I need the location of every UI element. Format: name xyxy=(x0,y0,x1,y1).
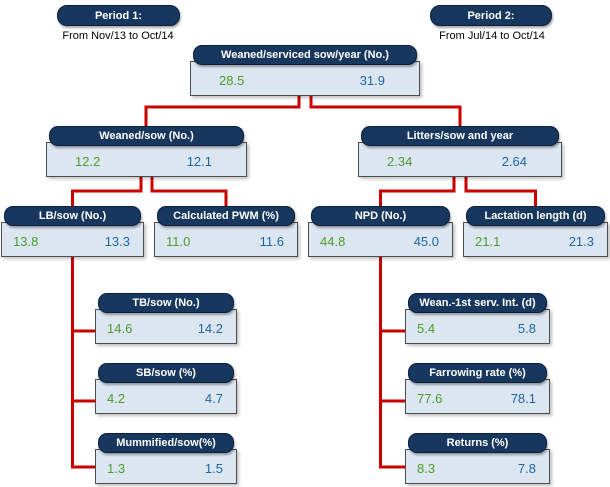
value-period2: 7.8 xyxy=(517,461,536,476)
value-period2: 1.5 xyxy=(204,461,223,476)
value-period2: 13.3 xyxy=(104,234,130,249)
value-period1: 11.0 xyxy=(166,234,191,249)
value-period1: 77.6 xyxy=(417,391,443,406)
node-title: Wean.-1st serv. Int. (d) xyxy=(408,293,547,313)
node-values: 4.2 4.7 xyxy=(95,379,237,414)
node-values: 21.1 21.3 xyxy=(463,222,608,257)
node-sb-sow: SB/sow (%) 4.2 4.7 xyxy=(95,363,237,414)
node-lactation-length: Lactation length (d) 21.1 21.3 xyxy=(463,206,608,257)
value-period2: 12.1 xyxy=(186,154,212,169)
value-period1: 44.8 xyxy=(320,234,346,249)
node-mummified-sow: Mummified/sow(%) 1.3 1.5 xyxy=(95,433,237,484)
node-values: 77.6 78.1 xyxy=(405,379,550,414)
node-values: 2.34 2.64 xyxy=(358,142,562,177)
node-tb-sow: TB/sow (No.) 14.6 14.2 xyxy=(95,293,237,344)
value-period2: 5.8 xyxy=(517,321,536,336)
value-period1: 1.3 xyxy=(107,461,126,476)
period2-badge: Period 2: xyxy=(430,5,552,26)
value-period2: 21.3 xyxy=(568,234,594,249)
value-period2: 4.7 xyxy=(204,391,223,406)
node-title: Mummified/sow(%) xyxy=(98,433,234,453)
node-npd: NPD (No.) 44.8 45.0 xyxy=(308,206,453,257)
value-period2: 31.9 xyxy=(359,73,385,88)
value-period1: 21.1 xyxy=(475,234,501,249)
value-period1: 28.5 xyxy=(219,73,245,88)
node-values: 11.0 11.6 xyxy=(154,222,298,257)
value-period1: 2.34 xyxy=(387,154,413,169)
node-values: 28.5 31.9 xyxy=(190,61,420,96)
node-wean-first-service-interval: Wean.-1st serv. Int. (d) 5.4 5.8 xyxy=(405,293,550,344)
value-period2: 11.6 xyxy=(259,234,284,249)
node-title: Farrowing rate (%) xyxy=(408,363,547,383)
value-period1: 13.8 xyxy=(13,234,39,249)
node-values: 8.3 7.8 xyxy=(405,449,550,484)
value-period2: 2.64 xyxy=(501,154,527,169)
period1-range: From Nov/13 to Oct/14 xyxy=(62,30,174,42)
node-farrowing-rate: Farrowing rate (%) 77.6 78.1 xyxy=(405,363,550,414)
value-period1: 8.3 xyxy=(417,461,436,476)
node-title: TB/sow (No.) xyxy=(98,293,234,313)
node-litters-sow-year: Litters/sow and year 2.34 2.64 xyxy=(358,126,562,177)
value-period1: 14.6 xyxy=(107,321,133,336)
value-period1: 4.2 xyxy=(107,391,126,406)
node-title: Lactation length (d) xyxy=(466,206,605,226)
node-values: 12.2 12.1 xyxy=(46,142,247,177)
node-title: LB/sow (No.) xyxy=(4,206,141,226)
period1-badge: Period 1: xyxy=(57,5,180,26)
value-period1: 5.4 xyxy=(417,321,436,336)
value-period1: 12.2 xyxy=(75,154,101,169)
node-title: SB/sow (%) xyxy=(98,363,234,383)
node-values: 5.4 5.8 xyxy=(405,309,550,344)
node-lb-sow: LB/sow (No.) 13.8 13.3 xyxy=(1,206,144,257)
node-returns: Returns (%) 8.3 7.8 xyxy=(405,433,550,484)
node-values: 1.3 1.5 xyxy=(95,449,237,484)
node-values: 13.8 13.3 xyxy=(1,222,144,257)
value-period2: 14.2 xyxy=(197,321,223,336)
node-weaned-serviced-sow-year: Weaned/serviced sow/year (No.) 28.5 31.9 xyxy=(190,45,420,96)
value-period2: 45.0 xyxy=(413,234,439,249)
node-title: Weaned/serviced sow/year (No.) xyxy=(193,45,417,65)
node-calculated-pwm: Calculated PWM (%) 11.0 11.6 xyxy=(154,206,298,257)
node-title: Litters/sow and year xyxy=(361,126,559,146)
period2-range: From Jul/14 to Oct/14 xyxy=(439,30,545,42)
value-period2: 78.1 xyxy=(510,391,536,406)
node-values: 14.6 14.2 xyxy=(95,309,237,344)
node-title: NPD (No.) xyxy=(311,206,450,226)
node-title: Calculated PWM (%) xyxy=(157,206,295,226)
node-title: Weaned/sow (No.) xyxy=(49,126,244,146)
node-title: Returns (%) xyxy=(408,433,547,453)
node-weaned-sow: Weaned/sow (No.) 12.2 12.1 xyxy=(46,126,247,177)
node-values: 44.8 45.0 xyxy=(308,222,453,257)
